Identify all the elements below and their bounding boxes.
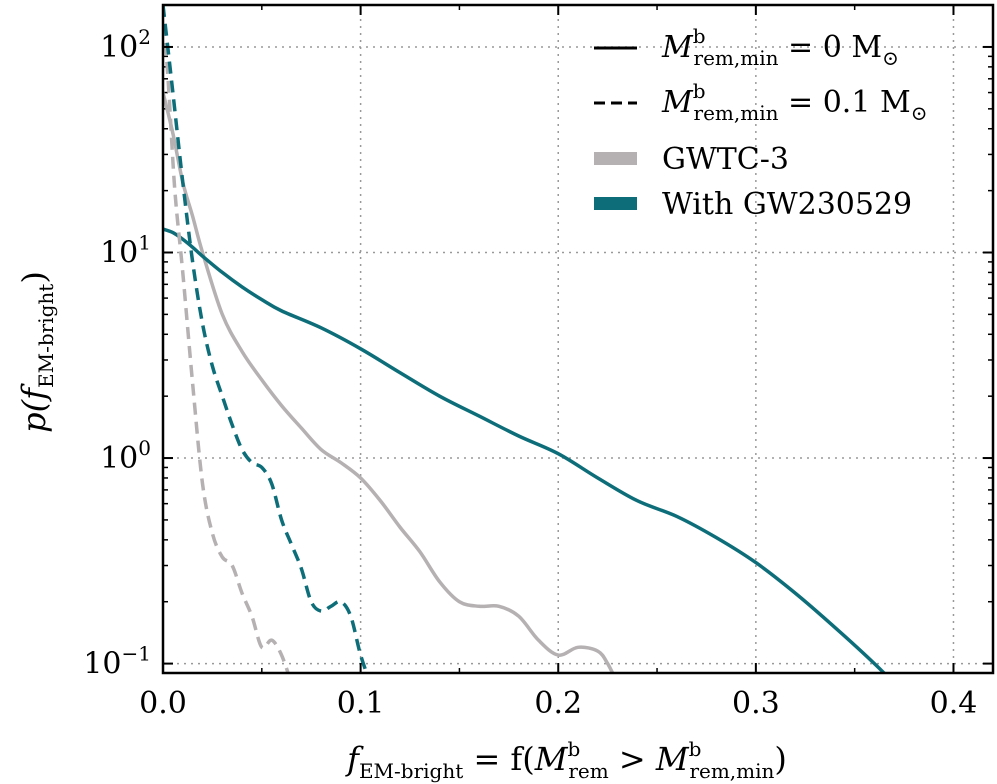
x-label-gt: > bbox=[609, 740, 656, 778]
legend-entry-gw230529: With GW230529 bbox=[594, 187, 912, 222]
y-tick-exp: 0 bbox=[138, 436, 151, 460]
legend-dashed-sup: b bbox=[693, 79, 706, 103]
legend-entry-gwtc3: GWTC-3 bbox=[594, 142, 789, 177]
y-tick-base: 10 bbox=[100, 30, 138, 65]
legend-solid-sup: b bbox=[693, 24, 706, 48]
series-group bbox=[163, 5, 887, 673]
y-label-close: ) bbox=[15, 271, 53, 283]
legend-solid-rest: = 0 M bbox=[779, 30, 883, 65]
y-tick-exp: −1 bbox=[122, 642, 151, 666]
series-line-3 bbox=[163, 5, 369, 673]
legend-entry-dashed: Mb rem,min = 0.1 M⊙ bbox=[594, 79, 927, 125]
legend-solid-label: Mb rem,min = 0 M⊙ bbox=[661, 24, 899, 70]
legend-dashed-m: M bbox=[661, 85, 694, 120]
legend-gwtc3-label: GWTC-3 bbox=[662, 142, 789, 177]
legend-gw230529-swatch bbox=[594, 197, 637, 210]
x-tick-label: 0.3 bbox=[732, 686, 780, 721]
x-tick-label: 0.0 bbox=[139, 686, 187, 721]
x-label-close: ) bbox=[774, 740, 786, 778]
y-tick-label: 10−1 bbox=[83, 642, 151, 682]
legend-solid-m: M bbox=[661, 30, 694, 65]
y-tick-base: 10 bbox=[100, 441, 138, 476]
x-label-m2-sub: rem,min bbox=[689, 759, 774, 783]
x-axis-ticks: 0.0 0.1 0.2 0.3 0.4 bbox=[139, 5, 977, 721]
x-label-m1-sup: b bbox=[568, 737, 581, 761]
grid-lines bbox=[163, 5, 993, 673]
y-axis-label: p(fEM-bright) bbox=[15, 271, 58, 433]
x-label-m1-sub: rem bbox=[568, 759, 608, 783]
legend: Mb rem,min = 0 M⊙ Mb rem,min = 0.1 M⊙ GWTC… bbox=[594, 24, 927, 222]
legend-entry-solid: Mb rem,min = 0 M⊙ bbox=[594, 24, 899, 70]
y-tick-label: 100 bbox=[100, 436, 151, 476]
legend-dashed-rest: = 0.1 M bbox=[779, 85, 911, 120]
y-tick-label: 101 bbox=[100, 231, 151, 271]
x-tick-label: 0.1 bbox=[337, 686, 385, 721]
legend-solid-sub: rem,min bbox=[694, 46, 779, 70]
legend-gwtc3-swatch bbox=[594, 152, 637, 165]
y-tick-base: 10 bbox=[100, 236, 138, 271]
y-tick-label: 102 bbox=[100, 25, 151, 65]
series-line-1 bbox=[163, 227, 887, 673]
legend-dashed-sub: rem,min bbox=[694, 101, 779, 125]
x-axis-label: fEM-bright = f(Mb rem > Mb rem,min) bbox=[345, 737, 787, 783]
legend-solid-sun: ⊙ bbox=[882, 46, 899, 70]
x-label-m2: M bbox=[655, 740, 690, 778]
y-label-p: p(f bbox=[15, 383, 53, 433]
x-label-f-sub: EM-bright bbox=[359, 759, 463, 783]
series-line-2 bbox=[163, 5, 290, 673]
y-tick-base: 10 bbox=[83, 647, 121, 682]
series-line-0 bbox=[163, 92, 615, 673]
x-tick-label: 0.4 bbox=[930, 686, 978, 721]
x-label-equals: = f( bbox=[463, 740, 534, 778]
x-label-m1: M bbox=[534, 740, 569, 778]
x-label-m2-sup: b bbox=[689, 737, 702, 761]
plot-frame bbox=[161, 3, 995, 675]
legend-gw230529-label: With GW230529 bbox=[662, 187, 912, 222]
y-tick-exp: 1 bbox=[138, 231, 151, 255]
legend-dashed-sun: ⊙ bbox=[911, 101, 928, 125]
y-label-sub: EM-bright bbox=[34, 284, 58, 388]
legend-dashed-label: Mb rem,min = 0.1 M⊙ bbox=[661, 79, 927, 125]
x-tick-label: 0.2 bbox=[534, 686, 582, 721]
y-tick-exp: 2 bbox=[138, 25, 151, 49]
